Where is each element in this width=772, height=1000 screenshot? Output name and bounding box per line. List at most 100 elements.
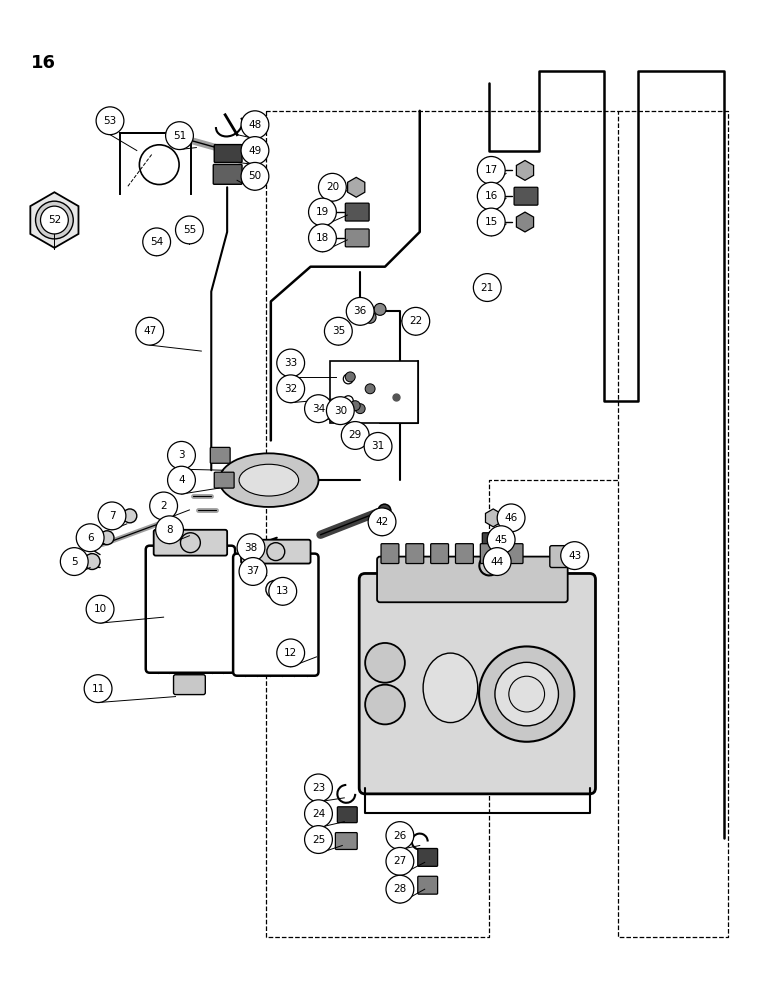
Circle shape	[374, 303, 386, 315]
Text: 16: 16	[485, 191, 498, 201]
Circle shape	[143, 228, 171, 256]
Circle shape	[340, 409, 350, 419]
FancyBboxPatch shape	[337, 807, 357, 823]
FancyBboxPatch shape	[154, 530, 227, 556]
Circle shape	[309, 224, 337, 252]
Circle shape	[241, 137, 269, 164]
Text: 49: 49	[249, 146, 262, 156]
FancyBboxPatch shape	[418, 876, 438, 894]
Circle shape	[327, 397, 354, 425]
Circle shape	[168, 466, 195, 494]
FancyBboxPatch shape	[505, 544, 523, 564]
Text: 27: 27	[393, 856, 407, 866]
Circle shape	[386, 822, 414, 849]
Text: 28: 28	[393, 884, 407, 894]
Text: 7: 7	[109, 511, 115, 521]
Text: 46: 46	[504, 513, 518, 523]
Circle shape	[136, 317, 164, 345]
Circle shape	[324, 317, 352, 345]
Circle shape	[473, 274, 501, 301]
FancyBboxPatch shape	[174, 675, 205, 695]
Circle shape	[76, 524, 104, 552]
FancyBboxPatch shape	[377, 557, 567, 602]
Text: 18: 18	[316, 233, 329, 243]
Text: 37: 37	[246, 566, 259, 576]
Circle shape	[305, 826, 333, 853]
Circle shape	[497, 504, 525, 532]
Circle shape	[277, 375, 305, 403]
Text: 2: 2	[161, 501, 167, 511]
Text: 31: 31	[371, 441, 384, 451]
FancyBboxPatch shape	[381, 544, 399, 564]
Ellipse shape	[239, 464, 299, 496]
Circle shape	[123, 509, 137, 523]
Circle shape	[386, 847, 414, 875]
Text: 54: 54	[150, 237, 164, 247]
Circle shape	[479, 646, 574, 742]
Circle shape	[36, 201, 73, 239]
Text: 23: 23	[312, 783, 325, 793]
Circle shape	[84, 675, 112, 703]
Circle shape	[150, 492, 178, 520]
Circle shape	[168, 441, 195, 469]
Text: 48: 48	[249, 120, 262, 130]
FancyBboxPatch shape	[550, 546, 576, 568]
Text: 12: 12	[284, 648, 297, 658]
Text: 33: 33	[284, 358, 297, 368]
Text: 25: 25	[312, 835, 325, 845]
Text: 52: 52	[48, 215, 61, 225]
Text: 6: 6	[86, 533, 93, 543]
Circle shape	[156, 516, 184, 544]
FancyBboxPatch shape	[418, 848, 438, 866]
Circle shape	[86, 595, 114, 623]
Text: 32: 32	[284, 384, 297, 394]
Circle shape	[241, 162, 269, 190]
Circle shape	[277, 639, 305, 667]
Circle shape	[560, 542, 588, 569]
Text: 29: 29	[349, 430, 362, 440]
Circle shape	[241, 111, 269, 139]
Circle shape	[271, 585, 279, 593]
Text: 36: 36	[354, 306, 367, 316]
Text: 15: 15	[485, 217, 498, 227]
Circle shape	[483, 548, 511, 575]
FancyBboxPatch shape	[480, 544, 498, 564]
Circle shape	[495, 662, 558, 726]
Circle shape	[305, 774, 333, 802]
Text: 17: 17	[485, 165, 498, 175]
Text: 20: 20	[326, 182, 339, 192]
Text: 16: 16	[31, 54, 56, 72]
Circle shape	[350, 401, 361, 411]
FancyBboxPatch shape	[210, 447, 230, 463]
Circle shape	[365, 643, 405, 683]
Circle shape	[368, 508, 396, 536]
FancyBboxPatch shape	[213, 164, 242, 184]
Circle shape	[477, 182, 505, 210]
Circle shape	[309, 198, 337, 226]
Circle shape	[487, 526, 515, 554]
FancyBboxPatch shape	[359, 573, 595, 794]
FancyBboxPatch shape	[215, 145, 242, 162]
Circle shape	[319, 173, 347, 201]
Circle shape	[269, 577, 296, 605]
Circle shape	[373, 435, 383, 445]
Text: 4: 4	[178, 475, 185, 485]
Text: 30: 30	[334, 406, 347, 416]
Circle shape	[60, 548, 88, 575]
FancyBboxPatch shape	[146, 546, 235, 673]
Text: 55: 55	[183, 225, 196, 235]
Circle shape	[84, 554, 100, 569]
Circle shape	[365, 685, 405, 724]
Text: 26: 26	[393, 831, 407, 841]
Circle shape	[341, 422, 369, 449]
FancyBboxPatch shape	[406, 544, 424, 564]
Text: 22: 22	[409, 316, 422, 326]
Circle shape	[96, 107, 124, 135]
FancyBboxPatch shape	[455, 544, 473, 564]
Circle shape	[347, 297, 374, 325]
FancyBboxPatch shape	[431, 544, 449, 564]
Circle shape	[386, 875, 414, 903]
Text: 11: 11	[91, 684, 105, 694]
Circle shape	[237, 534, 265, 562]
FancyBboxPatch shape	[514, 187, 538, 205]
